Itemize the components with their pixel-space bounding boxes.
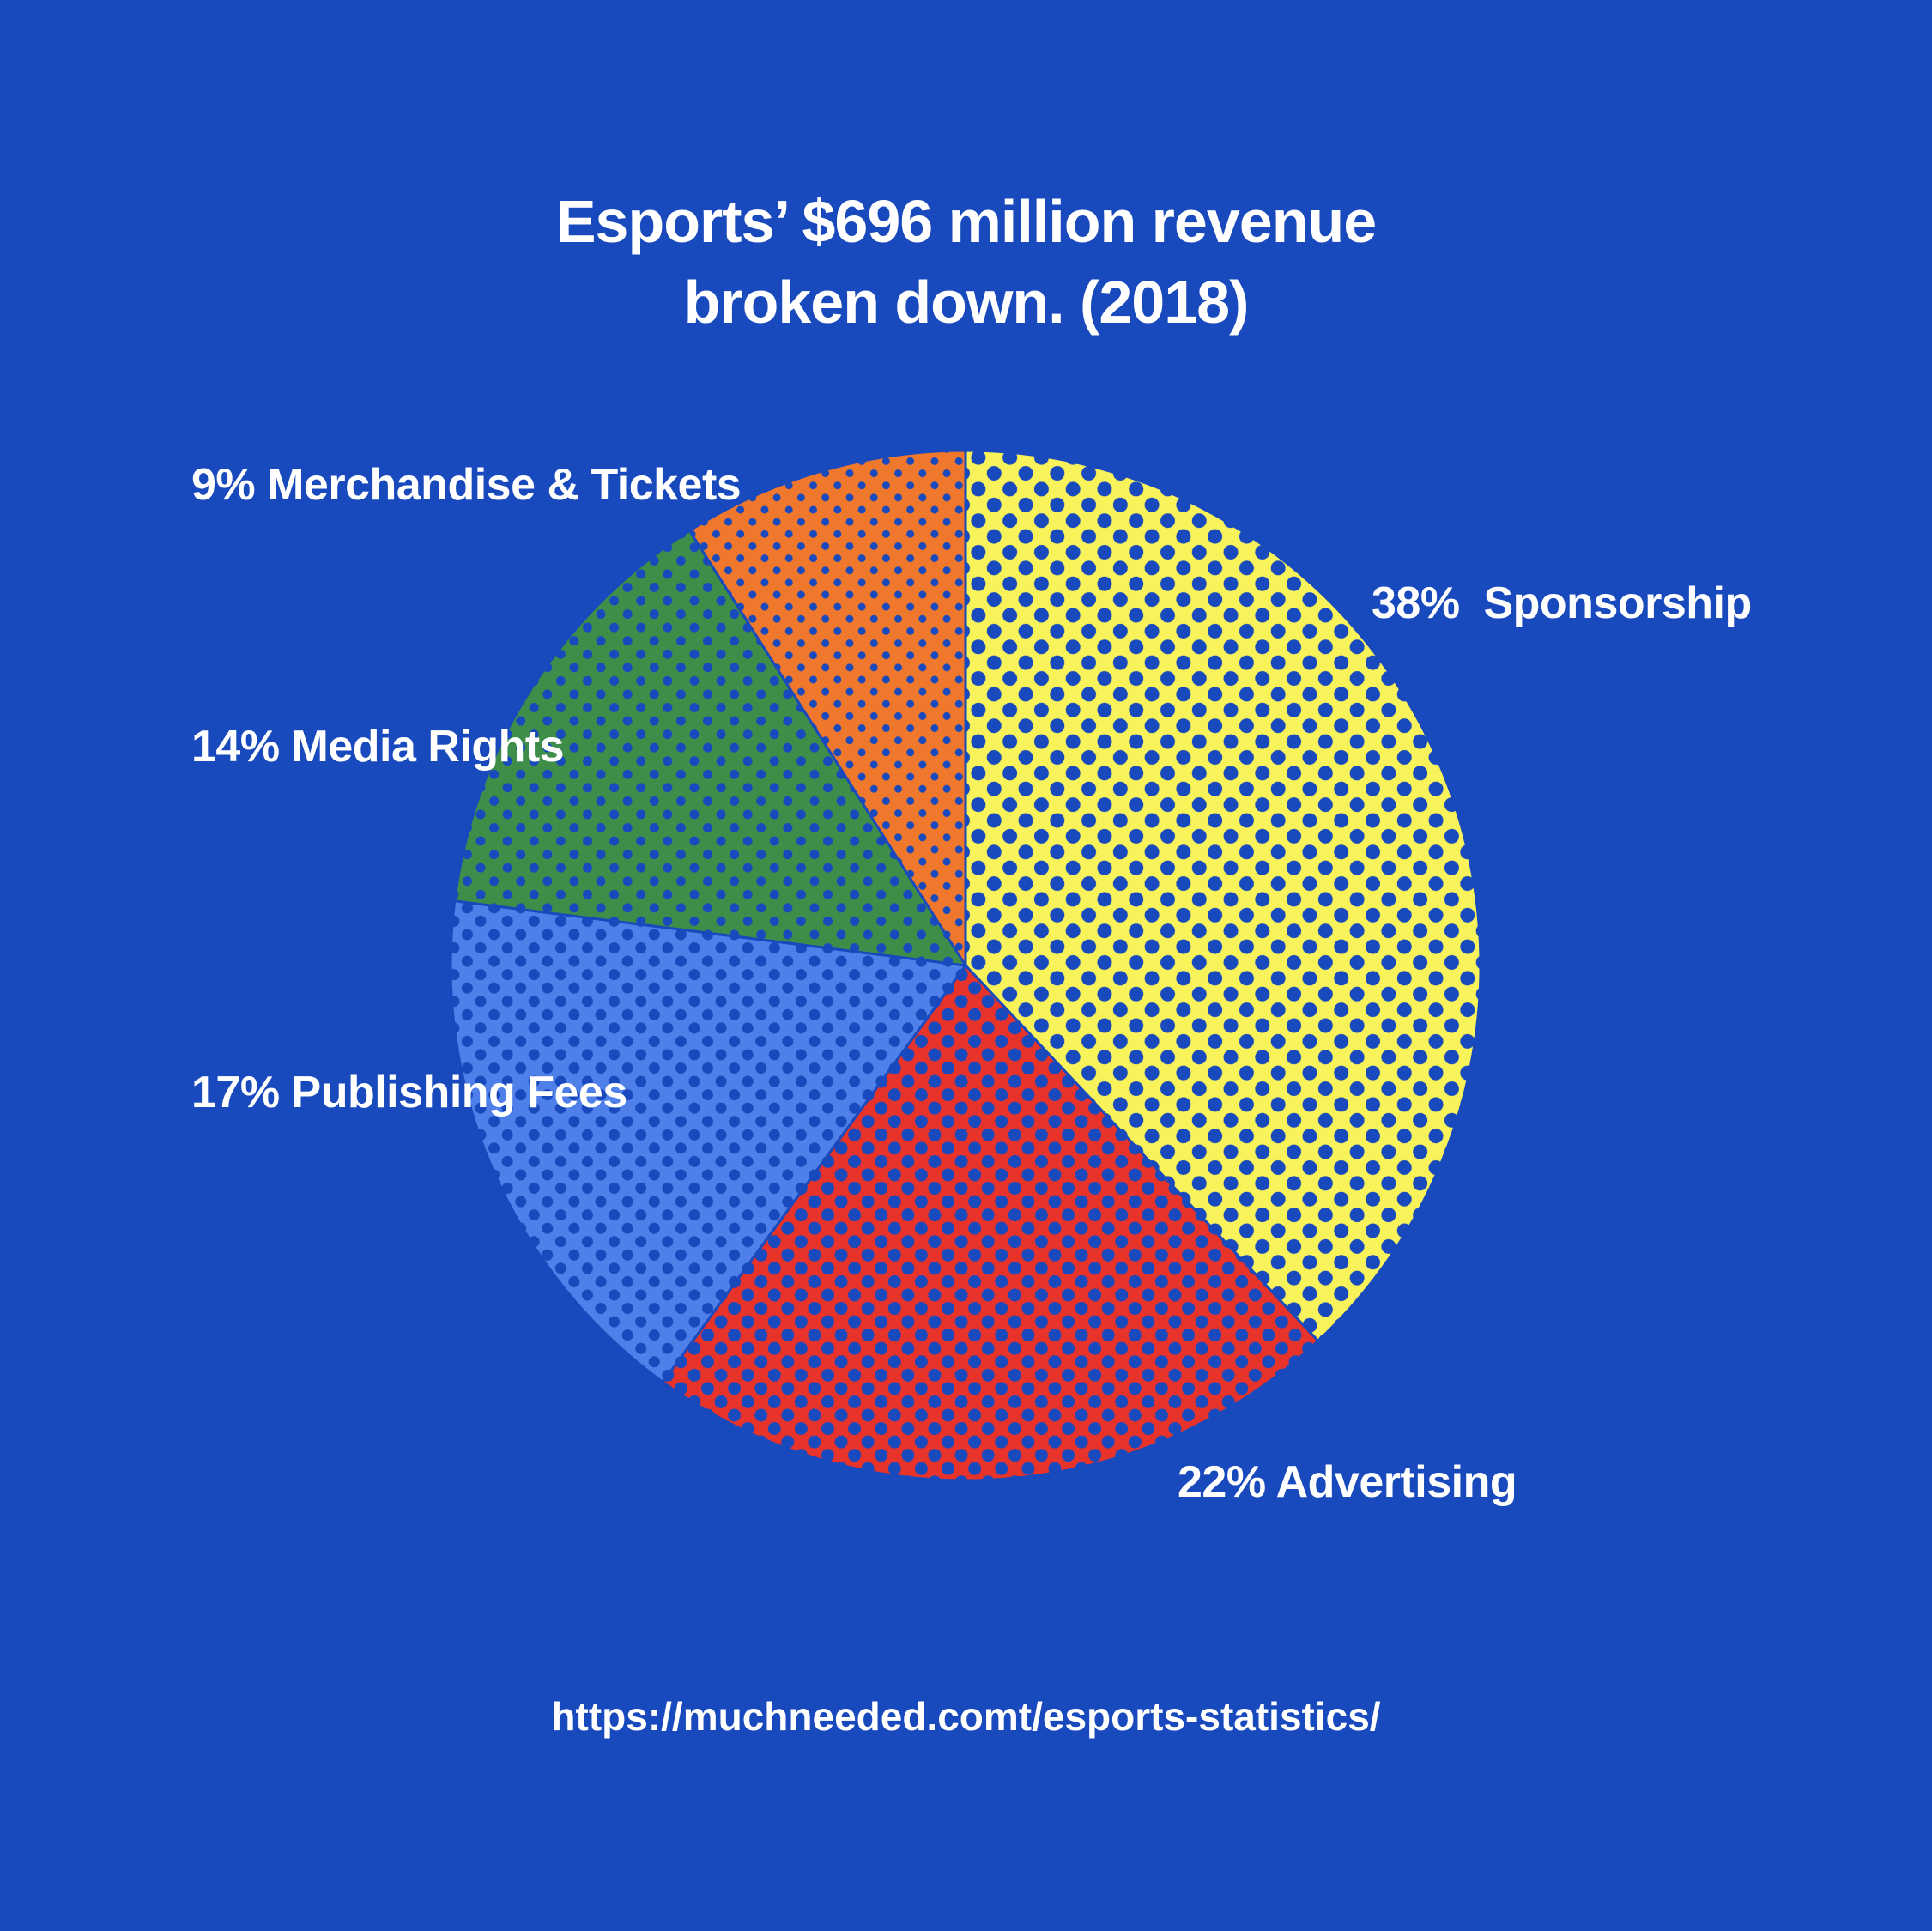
chart-title-line-2: broken down. (2018) (683, 269, 1250, 336)
pie-slice-publishing-fees (449, 899, 968, 1384)
source-url-text: https://muchneeded.comt/esports-statisti… (551, 1694, 1381, 1739)
pie-slice-sponsorship (964, 449, 1482, 1343)
slice-label-media-rights: 14% Media Rights (191, 722, 565, 772)
pie-slice-merchandise-tickets (687, 449, 967, 971)
pie-slices (449, 449, 1482, 1482)
slice-label-publishing-fees: 17% Publishing Fees (191, 1068, 627, 1117)
pie-slice-media-rights (453, 529, 968, 967)
slice-label-advertising: 22% Advertising (1178, 1457, 1517, 1507)
chart-title-line-1: Esports’ $696 million revenue (555, 188, 1377, 255)
slice-label-merchandise-tickets: 9% Merchandise & Tickets (191, 460, 742, 510)
pie-slice-advertising (661, 963, 1320, 1482)
slice-label-sponsorship: 38% Sponsorship (1372, 578, 1752, 628)
